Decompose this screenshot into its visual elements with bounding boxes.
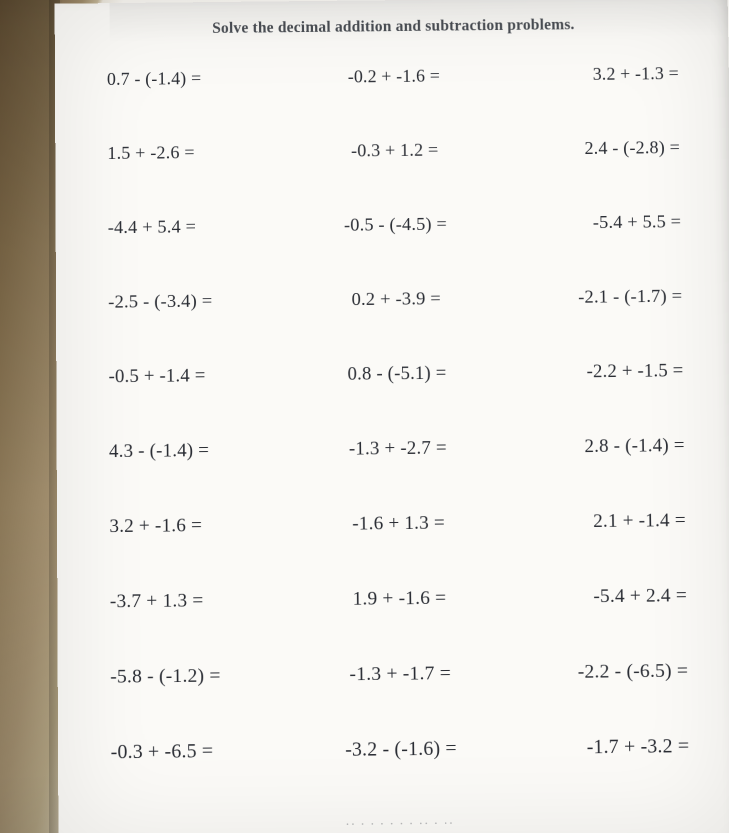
problem-cell: 2.8 - (-1.4) = — [501, 431, 709, 508]
problem-cell: -2.1 - (-1.7) = — [499, 281, 707, 358]
problem-expression: -2.2 - (-6.5) = — [578, 660, 689, 684]
problem-expression: 0.8 - (-5.1) = — [347, 363, 446, 386]
problem-cell: 3.2 + -1.3 = — [497, 59, 704, 135]
problem-cell: -3.7 + 1.3 = — [88, 585, 296, 663]
problem-expression: -1.6 + 1.3 = — [352, 512, 445, 535]
problem-cell: -4.4 + 5.4 = — [86, 211, 293, 288]
problem-cell: 1.5 + -2.6 = — [85, 137, 292, 213]
problems-grid: 0.7 - (-1.4) = -0.2 + -1.6 = 3.2 + -1.3 = 1… — [85, 59, 715, 814]
problem-expression: -0.5 + -1.4 = — [109, 365, 206, 388]
problem-expression: 1.9 + -1.6 = — [352, 587, 446, 610]
problem-expression: -1.3 + -2.7 = — [349, 437, 447, 460]
problem-cell: -3.2 - (-1.6) = — [297, 734, 506, 812]
problem-expression: -1.3 + -1.7 = — [349, 663, 451, 687]
problem-cell: -1.3 + -1.7 = — [296, 658, 505, 736]
problem-cell: -0.3 + -6.5 = — [88, 736, 297, 814]
problem-cell: -0.2 + -1.6 = — [291, 61, 498, 137]
problem-cell: -5.8 - (-1.2) = — [88, 660, 297, 738]
problem-expression: 0.2 + -3.9 = — [351, 288, 441, 310]
problem-expression: 2.8 - (-1.4) = — [584, 435, 684, 458]
worksheet-title: Solve the decimal addition and subtracti… — [85, 15, 703, 39]
problem-cell: -1.3 + -2.7 = — [294, 433, 502, 510]
problem-expression: -4.4 + 5.4 = — [108, 216, 196, 238]
problem-expression: 0.7 - (-1.4) = — [107, 68, 201, 90]
problem-expression: -0.3 + -6.5 = — [111, 741, 214, 765]
problem-cell: -0.3 + 1.2 = — [291, 135, 498, 211]
footer-scribble: ·· · · · · · · ·· · ·· — [345, 815, 454, 833]
problem-cell: 3.2 + -1.6 = — [87, 510, 295, 587]
problem-expression: -2.2 + -1.5 = — [586, 360, 683, 383]
problem-cell: 2.4 - (-2.8) = — [498, 133, 705, 209]
problem-cell: -5.4 + 5.5 = — [499, 207, 707, 284]
page-wrapper: Solve the decimal addition and subtracti… — [0, 0, 729, 833]
problem-expression: 2.1 + -1.4 = — [593, 510, 686, 533]
problem-cell: 0.7 - (-1.4) = — [85, 63, 292, 139]
problem-cell: -0.5 - (-4.5) = — [292, 209, 499, 286]
problem-expression: -0.3 + 1.2 = — [351, 140, 439, 162]
problem-cell: -1.6 + 1.3 = — [295, 508, 503, 585]
problem-cell: -2.2 + -1.5 = — [500, 356, 708, 433]
problem-cell: 1.9 + -1.6 = — [295, 583, 504, 661]
problem-cell: -5.4 + 2.4 = — [503, 581, 712, 659]
problem-expression: -3.2 - (-1.6) = — [345, 738, 457, 762]
problem-expression: -2.1 - (-1.7) = — [578, 286, 682, 308]
problem-cell: -2.5 - (-3.4) = — [86, 286, 293, 363]
problem-expression: -0.5 - (-4.5) = — [344, 214, 447, 236]
problem-expression: 4.3 - (-1.4) = — [109, 440, 209, 463]
problem-cell: 0.8 - (-5.1) = — [293, 358, 501, 435]
problem-cell: -1.7 + -3.2 = — [505, 731, 715, 809]
problem-expression: -5.4 + 2.4 = — [593, 585, 687, 608]
worksheet-sheet: Solve the decimal addition and subtracti… — [55, 0, 729, 833]
problem-cell: -0.5 + -1.4 = — [86, 360, 294, 437]
problem-expression: -2.5 - (-3.4) = — [108, 290, 212, 312]
problem-expression: -1.7 + -3.2 = — [587, 736, 690, 760]
problem-cell: 0.2 + -3.9 = — [293, 283, 501, 360]
problem-expression: -5.8 - (-1.2) = — [110, 665, 221, 689]
problem-expression: 2.4 - (-2.8) = — [584, 137, 680, 159]
problem-expression: 3.2 + -1.6 = — [109, 515, 202, 538]
problem-cell: 4.3 - (-1.4) = — [87, 435, 295, 512]
problem-expression: -5.4 + 5.5 = — [593, 211, 682, 233]
problem-expression: -0.2 + -1.6 = — [348, 66, 441, 88]
problem-expression: -3.7 + 1.3 = — [110, 590, 204, 613]
problem-cell: -2.2 - (-6.5) = — [504, 656, 713, 734]
problem-expression: 1.5 + -2.6 = — [107, 142, 194, 164]
problem-cell: 2.1 + -1.4 = — [502, 506, 711, 583]
problem-expression: 3.2 + -1.3 = — [593, 63, 679, 85]
